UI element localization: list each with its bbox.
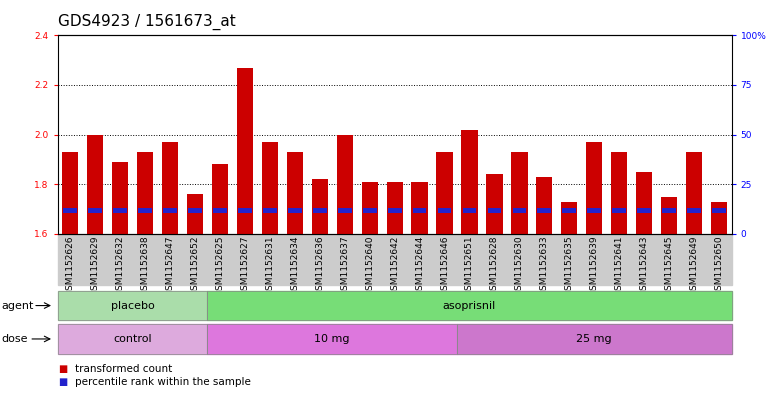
- Bar: [611, 152, 628, 234]
- Bar: [338, 208, 352, 213]
- Bar: [388, 208, 401, 213]
- Text: transformed count: transformed count: [75, 364, 172, 375]
- Bar: [286, 152, 303, 234]
- Bar: [562, 208, 576, 213]
- Bar: [187, 194, 203, 234]
- Bar: [487, 174, 503, 234]
- Bar: [212, 164, 228, 234]
- Bar: [63, 208, 77, 213]
- Bar: [62, 152, 79, 234]
- Bar: [437, 152, 453, 234]
- Bar: [188, 208, 202, 213]
- Bar: [638, 208, 651, 213]
- Bar: [513, 208, 526, 213]
- Bar: [612, 208, 626, 213]
- Text: 10 mg: 10 mg: [314, 334, 350, 344]
- Bar: [313, 208, 326, 213]
- Bar: [413, 208, 427, 213]
- Bar: [363, 208, 377, 213]
- Bar: [113, 208, 127, 213]
- Bar: [262, 142, 278, 234]
- Text: 25 mg: 25 mg: [577, 334, 612, 344]
- Bar: [511, 152, 527, 234]
- Bar: [711, 202, 727, 234]
- Bar: [87, 134, 103, 234]
- Text: percentile rank within the sample: percentile rank within the sample: [75, 377, 250, 387]
- Text: ■: ■: [58, 364, 67, 375]
- Bar: [686, 152, 702, 234]
- Bar: [537, 208, 551, 213]
- Text: control: control: [113, 334, 152, 344]
- Bar: [163, 208, 177, 213]
- Bar: [312, 179, 328, 234]
- Bar: [586, 142, 602, 234]
- Bar: [461, 130, 477, 234]
- Bar: [237, 68, 253, 234]
- Bar: [662, 208, 676, 213]
- Bar: [89, 208, 102, 213]
- Bar: [463, 208, 477, 213]
- Bar: [138, 208, 152, 213]
- Bar: [687, 208, 701, 213]
- Bar: [336, 134, 353, 234]
- Bar: [137, 152, 153, 234]
- Bar: [263, 208, 276, 213]
- Text: ■: ■: [58, 377, 67, 387]
- Bar: [238, 208, 252, 213]
- Bar: [112, 162, 129, 234]
- Bar: [162, 142, 178, 234]
- Bar: [437, 208, 451, 213]
- Bar: [588, 208, 601, 213]
- Text: placebo: placebo: [111, 301, 155, 310]
- Text: GDS4923 / 1561673_at: GDS4923 / 1561673_at: [58, 14, 236, 30]
- Bar: [362, 182, 378, 234]
- Bar: [387, 182, 403, 234]
- Bar: [636, 172, 652, 234]
- Bar: [661, 196, 678, 234]
- Bar: [487, 208, 501, 213]
- Bar: [411, 182, 427, 234]
- Bar: [213, 208, 227, 213]
- Bar: [712, 208, 726, 213]
- Text: agent: agent: [2, 301, 34, 310]
- Text: asoprisnil: asoprisnil: [443, 301, 496, 310]
- Bar: [288, 208, 302, 213]
- Bar: [536, 177, 552, 234]
- Bar: [561, 202, 578, 234]
- Text: dose: dose: [2, 334, 28, 344]
